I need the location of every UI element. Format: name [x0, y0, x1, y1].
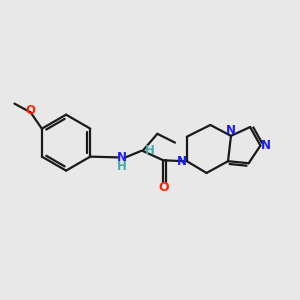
Text: N: N [176, 155, 187, 168]
Text: H: H [117, 160, 127, 173]
Text: H: H [145, 144, 155, 158]
Text: N: N [261, 139, 271, 152]
Text: N: N [117, 151, 127, 164]
Text: O: O [158, 181, 169, 194]
Text: N: N [226, 124, 236, 137]
Text: O: O [26, 104, 36, 118]
